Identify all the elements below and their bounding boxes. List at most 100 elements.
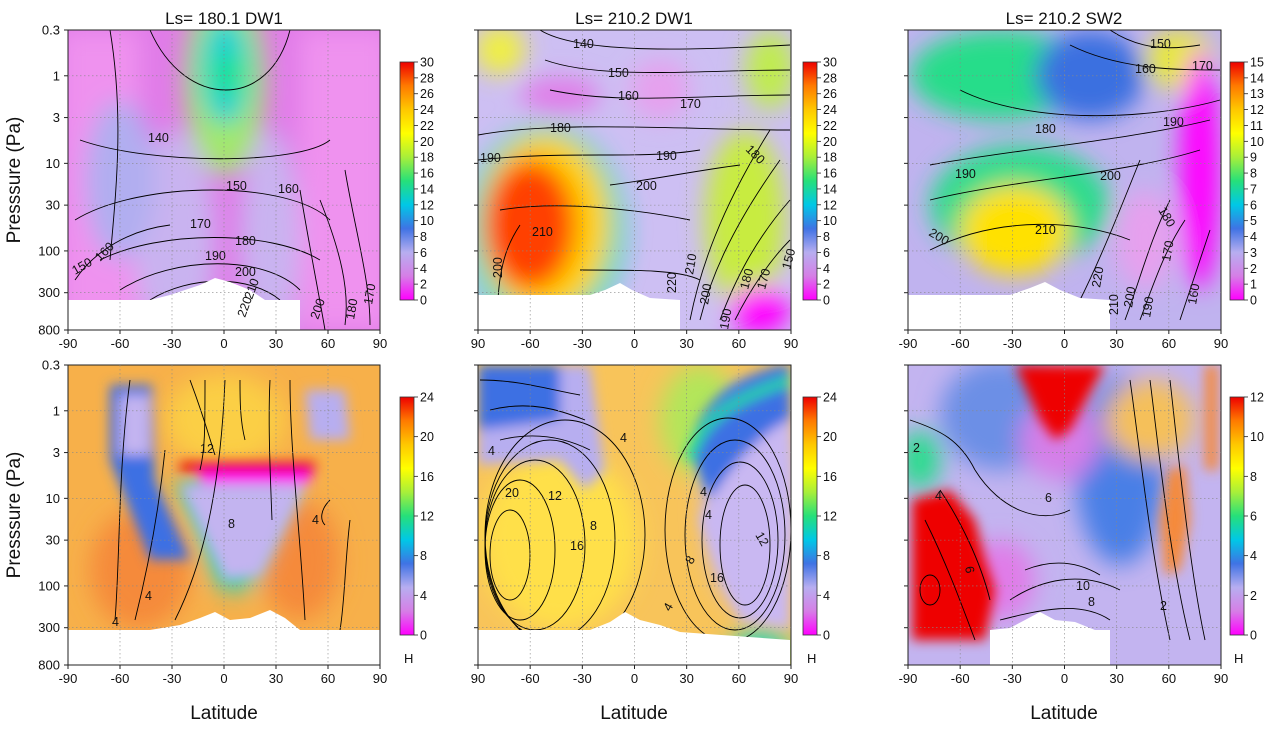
- colorbar-tick-label: 12: [823, 198, 837, 212]
- x-axis-label-right: Latitude: [1030, 703, 1098, 724]
- x-tick-label: -30: [1003, 336, 1022, 351]
- colorbar-tick-label: 20: [420, 430, 434, 444]
- x-tick-label: -60: [111, 336, 130, 351]
- contour-label: 200: [235, 265, 256, 279]
- colorbar-tick-label: 10: [1250, 430, 1264, 444]
- x-tick-label: 0: [220, 671, 227, 686]
- colorbar-tick-label: 6: [1250, 510, 1257, 524]
- contour-label: 160: [278, 182, 299, 196]
- x-tick-label: -60: [111, 671, 130, 686]
- contour-label: 4: [620, 431, 627, 445]
- colorbar-tick-label: 16: [823, 167, 837, 181]
- x-tick-label: 30: [679, 671, 693, 686]
- colorbar-tick-label: 11: [1250, 119, 1263, 133]
- x-tick-label: 90: [471, 671, 485, 686]
- colorbar-tick-label: 0: [823, 629, 830, 643]
- contour-label: 150: [608, 66, 629, 80]
- y-tick-label: 30: [46, 533, 60, 548]
- x-tick-label: 60: [732, 671, 746, 686]
- panel-2-title: Ls= 210.2 DW1: [575, 9, 693, 28]
- colorbar-tick-label: 8: [823, 230, 830, 244]
- contour-label: 4: [312, 513, 319, 527]
- contour-label: 150: [779, 247, 798, 271]
- colorbar-tick-label: 6: [1250, 198, 1257, 212]
- colorbar-tick-label: 18: [823, 151, 837, 165]
- contour-label: 160: [1135, 62, 1156, 76]
- colorbar: [802, 396, 818, 636]
- panel-6: 2 4 6 6 10 8 2: [908, 365, 1221, 665]
- colorbar-tick-label: 6: [420, 246, 427, 260]
- contour-label: 210: [532, 225, 553, 239]
- contour-label: 200: [1100, 169, 1121, 183]
- x-tick-label: 30: [1109, 671, 1123, 686]
- contour-label: 4: [705, 508, 712, 522]
- colorbar-tick-label: 4: [1250, 230, 1257, 244]
- colorbar-unit-label: H: [404, 651, 413, 666]
- x-tick-label: 90: [784, 336, 798, 351]
- colorbar-tick-label: 9: [1250, 151, 1257, 165]
- y-tick-label: 1: [53, 68, 60, 83]
- y-tick-label: 3: [53, 445, 60, 460]
- colorbar-tick-label: 6: [823, 246, 830, 260]
- contour-label: 220: [1089, 266, 1106, 289]
- colorbar-tick-label: 8: [1250, 167, 1257, 181]
- x-tick-label: 0: [1061, 336, 1068, 351]
- colorbar-tick-label: 2: [1250, 262, 1257, 276]
- contour-label: 6: [1045, 491, 1052, 505]
- colorbar: [1229, 61, 1245, 301]
- colorbar-tick-label: 0: [823, 294, 830, 308]
- colorbar-tick-label: 0: [1250, 294, 1257, 308]
- contour-label: 8: [1088, 595, 1095, 609]
- contour-label: 180: [343, 298, 360, 321]
- panel-6-contour-labels: 2 4 6 6 10 8 2: [913, 441, 1167, 613]
- colorbar-tick-label: 28: [420, 71, 434, 85]
- colorbar-tick-label: 28: [823, 71, 837, 85]
- panel-1-title: Ls= 180.1 DW1: [165, 9, 283, 28]
- colorbar-tick-label: 8: [823, 549, 830, 563]
- colorbar-tick-label: 2: [420, 278, 427, 292]
- panel-3-title: Ls= 210.2 SW2: [1006, 9, 1123, 28]
- x-axis-label-middle: Latitude: [600, 703, 668, 724]
- colorbar: [399, 396, 415, 636]
- x-tick-label: 0: [631, 671, 638, 686]
- y-tick-label: 30: [46, 198, 60, 213]
- x-tick-label: -30: [573, 671, 592, 686]
- colorbar-tick-label: 0: [420, 294, 427, 308]
- contour-label: 170: [361, 283, 378, 306]
- contour-label: 200: [636, 179, 657, 193]
- y-tick-label: 3: [53, 110, 60, 125]
- colorbar-tick-label: 20: [823, 135, 837, 149]
- x-tick-label: -60: [521, 671, 540, 686]
- colorbar-tick-label: 15: [1250, 56, 1264, 70]
- contour-label: 180: [235, 234, 256, 248]
- y-tick-label: 100: [38, 578, 60, 593]
- x-tick-label: -90: [59, 336, 78, 351]
- colorbar-tick-label: 10: [420, 214, 434, 228]
- colorbar-tick-label: 2: [823, 278, 830, 292]
- contour-label: 170: [1159, 240, 1176, 263]
- x-tick-label: 30: [269, 336, 283, 351]
- colorbar: [1229, 396, 1245, 636]
- colorbar-tick-label: 12: [823, 510, 837, 524]
- colorbar-tick-label: 4: [823, 589, 830, 603]
- contour-label: 170: [754, 267, 773, 291]
- colorbar-tick-label: 12: [420, 510, 434, 524]
- y-tick-label: 1: [53, 403, 60, 418]
- colorbar-tick-label: 24: [823, 391, 837, 405]
- y-tick-label: 10: [46, 156, 60, 171]
- colorbar-tick-label: 22: [420, 119, 434, 133]
- x-tick-label: 30: [269, 671, 283, 686]
- contour-label: 4: [488, 444, 495, 458]
- colorbar: [802, 61, 818, 301]
- contour-label: 220: [665, 272, 679, 293]
- colorbar-tick-label: 12: [1250, 391, 1264, 405]
- contour-label: 200: [491, 257, 505, 278]
- contour-label: 8: [228, 517, 235, 531]
- x-tick-label: 90: [471, 336, 485, 351]
- y-tick-label: 800: [38, 323, 60, 338]
- y-axis-label-bottom: Presssure (Pa): [4, 452, 25, 579]
- colorbar-tick-label: 12: [1250, 103, 1264, 117]
- colorbar-tick-label: 24: [420, 103, 434, 117]
- y-tick-label: 0.3: [42, 358, 60, 373]
